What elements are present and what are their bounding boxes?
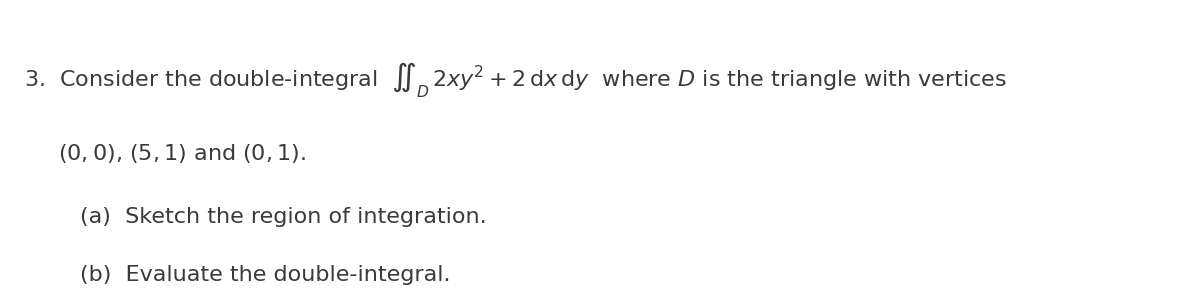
Text: $(0, 0)$, $(5, 1)$ and $(0, 1)$.: $(0, 0)$, $(5, 1)$ and $(0, 1)$. [58,142,306,165]
Text: 3.  Consider the double-integral  $\iint_D\, 2xy^2 + 2\,\mathrm{d}x\,\mathrm{d}y: 3. Consider the double-integral $\iint_D… [24,60,1007,100]
Text: (a)  Sketch the region of integration.: (a) Sketch the region of integration. [80,207,487,227]
Text: (b)  Evaluate the double-integral.: (b) Evaluate the double-integral. [80,265,451,285]
